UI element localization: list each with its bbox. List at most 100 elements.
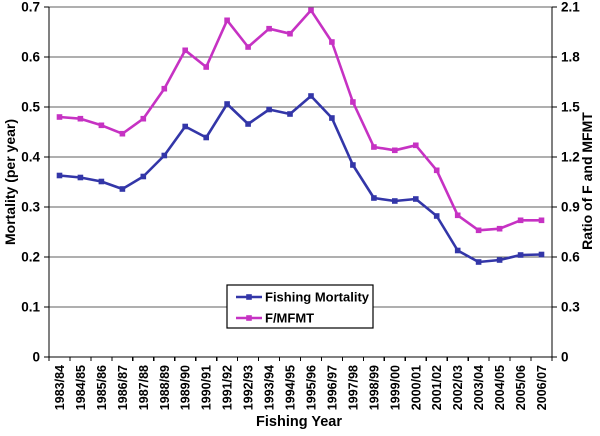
data-point-marker (203, 64, 209, 70)
series-fishing-mortality (56, 93, 545, 265)
legend-swatch-marker (246, 315, 252, 321)
data-point-marker (517, 217, 524, 224)
series-group (56, 7, 545, 265)
data-point-marker (371, 195, 377, 201)
x-tick-label: 2003/04 (472, 365, 486, 410)
data-point-marker (433, 213, 440, 219)
x-tick-label: 2004/05 (493, 365, 507, 410)
legend: Fishing Mortality F/MFMT (226, 284, 374, 329)
x-tick-label: 1988/89 (158, 365, 172, 410)
data-point-marker (224, 101, 230, 107)
y-axis-right-labels: 0 0.3 0.6 0.9 1.2 1.5 1.8 2.1 (561, 0, 580, 365)
axes (44, 6, 557, 361)
x-tick-label: 2006/07 (535, 365, 549, 410)
data-point-marker (413, 142, 419, 149)
x-tick-label: 1990/91 (200, 365, 214, 410)
y-left-tick-label: 0.5 (21, 100, 40, 115)
data-point-marker (266, 106, 272, 113)
data-point-marker (413, 196, 419, 202)
data-point-marker (287, 111, 293, 117)
y-left-tick-label: 0.1 (21, 300, 40, 315)
y-right-tick-label: 0.6 (561, 250, 580, 265)
series-line (59, 94, 542, 264)
data-point-marker (350, 99, 356, 105)
data-point-marker (245, 44, 251, 50)
data-point-marker (350, 162, 356, 168)
data-point-marker (56, 172, 63, 179)
data-point-marker (161, 152, 168, 159)
data-point-marker (119, 186, 126, 192)
y-left-tick-label: 0.4 (21, 150, 40, 165)
y-right-tick-label: 2.1 (561, 0, 580, 15)
data-point-marker (77, 174, 84, 181)
data-point-marker (433, 167, 440, 174)
x-tick-label: 1993/94 (263, 365, 277, 410)
data-point-marker (140, 173, 147, 180)
series-line (59, 9, 542, 232)
y-right-tick-label: 0.3 (561, 300, 580, 315)
legend-swatch-marker (246, 294, 252, 300)
data-point-marker (454, 247, 461, 254)
data-point-marker (454, 212, 461, 219)
x-tick-label: 1985/86 (95, 365, 109, 410)
data-point-marker (308, 93, 314, 99)
data-point-marker (538, 217, 545, 224)
data-point-marker (496, 257, 503, 263)
x-tick-label: 1987/88 (137, 365, 151, 410)
data-point-marker (140, 115, 147, 122)
y-axis-left-labels: 0 0.1 0.2 0.3 0.4 0.5 0.6 0.7 (21, 0, 40, 365)
y-right-tick-label: 0.9 (561, 200, 580, 215)
data-point-marker (496, 225, 503, 232)
y-axis-left-title: Mortality (per year) (2, 119, 18, 245)
data-point-marker (182, 123, 188, 130)
legend-entry-label: Fishing Mortality (265, 290, 370, 305)
x-axis-title: Fishing Year (256, 414, 342, 430)
x-tick-label: 1992/93 (242, 365, 256, 410)
y-axis-right-title: Ratio of F and MFMT (579, 112, 595, 250)
x-tick-label: 2000/01 (409, 365, 423, 410)
gridlines (49, 6, 552, 308)
data-point-marker (56, 114, 63, 120)
x-tick-label: 1986/87 (116, 365, 130, 410)
legend-entry-label: F/MFMT (265, 311, 314, 326)
data-point-marker (287, 30, 293, 37)
x-tick-label: 1996/97 (325, 365, 339, 410)
data-point-marker (161, 85, 168, 92)
data-point-marker (517, 252, 524, 258)
x-tick-label: 1989/90 (179, 365, 193, 410)
data-point-marker (475, 259, 482, 265)
data-point-marker (98, 178, 105, 185)
data-point-marker (182, 47, 188, 54)
data-point-marker (224, 17, 230, 24)
data-point-marker (538, 251, 545, 258)
data-point-marker (475, 227, 482, 234)
x-tick-label: 1991/92 (221, 365, 235, 410)
x-tick-label: 1995/96 (304, 365, 318, 410)
x-tick-label: 2002/03 (451, 365, 465, 410)
x-tick-label: 2005/06 (514, 365, 528, 410)
x-tick-label: 1999/00 (388, 365, 402, 410)
x-tick-label: 2001/02 (430, 365, 444, 410)
x-tick-label: 1997/98 (346, 365, 360, 410)
data-point-marker (245, 121, 251, 127)
x-tick-label: 1998/99 (367, 365, 381, 410)
y-left-tick-label: 0.6 (21, 50, 40, 65)
y-left-tick-label: 0.7 (21, 0, 40, 15)
data-point-marker (329, 39, 335, 45)
data-point-marker (329, 115, 335, 121)
y-right-tick-label: 1.8 (561, 50, 580, 65)
y-right-tick-label: 1.5 (561, 100, 580, 115)
series-f-mfmt (56, 7, 545, 234)
x-axis-labels: 1983/84 1984/85 1985/86 1986/87 1987/88 1988/… (53, 365, 549, 410)
data-point-marker (308, 7, 314, 14)
data-point-marker (203, 134, 209, 141)
x-tick-label: 1984/85 (74, 365, 88, 410)
y-left-tick-label: 0 (32, 350, 40, 365)
data-point-marker (392, 198, 398, 204)
x-tick-label: 1994/95 (284, 365, 298, 410)
data-point-marker (77, 115, 84, 122)
data-point-marker (119, 130, 126, 137)
data-point-marker (392, 147, 398, 154)
